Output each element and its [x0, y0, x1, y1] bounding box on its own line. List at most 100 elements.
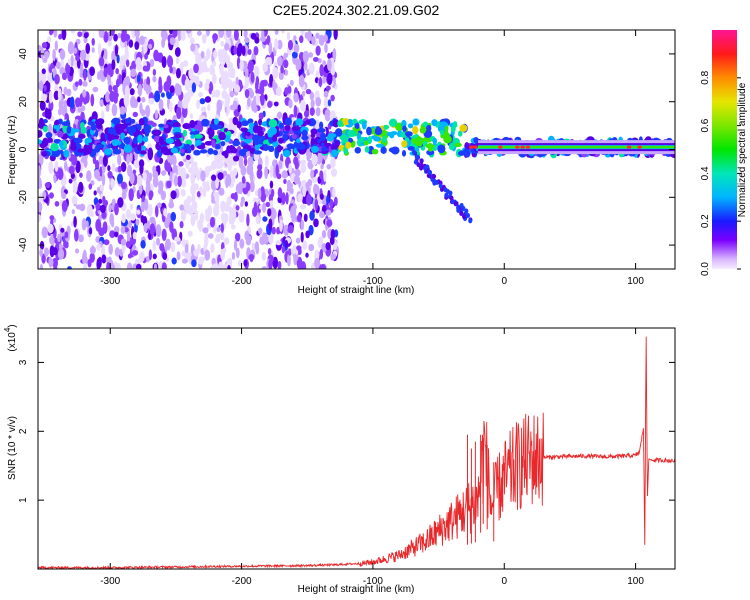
spectrogram-cell	[38, 153, 44, 166]
spectrogram-cell	[213, 118, 219, 125]
spectrogram-cell	[75, 81, 79, 87]
spectrogram-cell	[57, 168, 64, 181]
spectrogram-cell	[255, 93, 260, 106]
spectrogram-cell	[303, 213, 308, 223]
spectrogram-cell	[439, 129, 445, 136]
spectrogram-cell	[216, 226, 221, 233]
spectrogram-cell	[233, 239, 238, 251]
spectrogram-cell	[144, 52, 148, 60]
spectrogram-cell	[274, 38, 279, 51]
spectrogram-cell	[236, 121, 242, 129]
spectrogram-cell	[38, 214, 42, 222]
spectrogram-cell	[85, 138, 93, 144]
spectrogram-cell	[105, 257, 110, 263]
spectrogram-cell	[198, 92, 203, 98]
spectrogram-cell	[294, 168, 301, 177]
spectrogram-cell	[78, 78, 83, 86]
spectrogram-cell	[61, 192, 67, 200]
spectrogram-cell	[159, 140, 166, 146]
spectrogram-cell	[111, 139, 119, 147]
spectrogram-cell	[386, 131, 393, 137]
spectrogram-cell	[217, 124, 223, 129]
spectrogram-cell	[132, 231, 137, 240]
y-tick-label: 2	[18, 428, 29, 434]
spectrogram-cell	[125, 75, 131, 88]
spectrogram-cell	[117, 197, 124, 208]
spectrogram-cell	[138, 118, 145, 126]
spectrogram-cell	[250, 32, 257, 40]
spectrogram-cell	[249, 165, 254, 172]
spectrogram-cell	[253, 46, 259, 56]
spectrogram-cell	[75, 204, 83, 210]
spectrogram-cell	[388, 118, 398, 127]
spectrogram-cell	[98, 30, 105, 39]
spectrogram-cell	[226, 105, 231, 114]
spectrogram-cell	[48, 258, 54, 267]
spectrogram-cell	[210, 174, 217, 181]
spectrogram-cell	[169, 171, 173, 184]
spectrogram-cell	[152, 253, 157, 260]
spectrogram-cell	[72, 47, 78, 54]
spectrogram-cell	[286, 179, 292, 190]
spectrogram-cell	[267, 247, 272, 255]
spectrogram-cell	[204, 234, 209, 248]
spectrogram-cell	[44, 182, 51, 188]
spectrogram-cell	[116, 54, 120, 64]
spectrogram-cell	[128, 39, 134, 48]
spectrogram-cell	[147, 120, 155, 126]
spectrogram-cell	[285, 192, 289, 205]
spectrogram-cell	[58, 248, 65, 260]
spectrogram-cell	[196, 170, 200, 181]
spectrogram-cell	[70, 30, 76, 34]
spectrogram-cell	[319, 170, 324, 180]
spectrogram-cell	[90, 123, 97, 131]
spectrogram-cell	[319, 248, 324, 260]
spectrogram-cell	[166, 90, 170, 98]
spectrogram-cell	[86, 204, 93, 217]
spectrogram-cell	[315, 107, 321, 117]
spectrogram-cell	[439, 121, 448, 127]
spectrogram-cell	[146, 220, 151, 229]
spectrogram-cell	[278, 122, 285, 129]
spectrogram-cell	[419, 162, 424, 168]
spectrogram-cell	[136, 144, 142, 152]
spectrogram-cell	[161, 56, 167, 69]
spectrogram-cell	[330, 253, 337, 260]
spectrogram-cell	[110, 119, 119, 124]
spectrogram-cell	[105, 104, 110, 112]
spectrogram-cell	[55, 61, 61, 70]
spectrogram-cell	[302, 240, 308, 250]
spectrogram-cell	[352, 118, 358, 124]
spectrogram-cell	[321, 229, 327, 239]
spectrogram-cell	[284, 69, 289, 76]
spectrogram-cell	[67, 58, 72, 66]
spectrogram-cell	[80, 122, 85, 130]
spectrogram-cell	[348, 137, 354, 143]
spectrogram-cell	[246, 213, 250, 227]
spectrogram-cell	[158, 83, 163, 94]
spectrogram-cell	[228, 216, 235, 225]
spectrogram-cell	[91, 38, 95, 46]
spectrogram-cell	[314, 185, 320, 195]
spectrogram-cell	[126, 153, 130, 165]
spectrogram-cell	[106, 63, 113, 75]
spectrogram-cell	[60, 58, 64, 69]
spectrogram-cell	[127, 169, 131, 176]
spectrogram-cell	[380, 146, 387, 154]
spectrogram-cell	[111, 50, 117, 62]
spectrogram-cell	[81, 217, 87, 231]
spectrogram-cell	[255, 80, 259, 92]
spectrogram-cell	[375, 126, 381, 135]
spectrogram-cell	[253, 65, 260, 78]
spectrogram-cell	[164, 31, 168, 40]
spectrogram-cell	[176, 251, 181, 261]
spectrogram-cell	[157, 202, 162, 209]
spectrogram-cell	[143, 44, 148, 54]
spectrogram-cell	[190, 183, 196, 196]
spectrogram-cell	[113, 33, 118, 42]
spectrogram-cell	[313, 56, 319, 62]
spectrogram-cell	[174, 236, 181, 242]
spectrogram-cell	[233, 30, 239, 41]
spectrogram-cell	[274, 30, 279, 35]
spectrogram-cell	[122, 72, 126, 79]
